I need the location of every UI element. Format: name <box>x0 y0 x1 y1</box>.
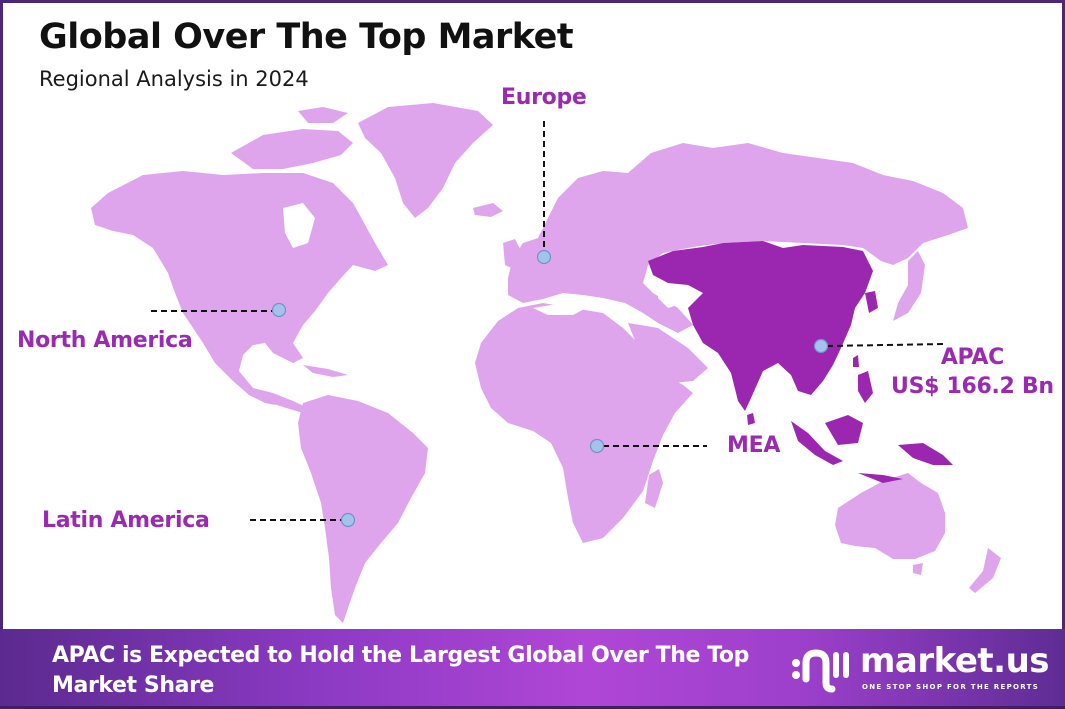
greenland-shape <box>358 103 493 218</box>
mea-label: MEA <box>727 433 781 458</box>
page-subtitle: Regional Analysis in 2024 <box>39 67 309 91</box>
apac-market-value: US$ 166.2 Bn <box>891 374 1054 399</box>
north-america-marker[interactable] <box>271 302 287 318</box>
apac-highlight <box>648 241 953 483</box>
leader-lines <box>151 121 946 521</box>
europe-marker[interactable] <box>536 249 552 265</box>
land-regions <box>91 103 1001 623</box>
europe-label: Europe <box>501 85 587 110</box>
south-america-shape <box>298 395 428 623</box>
logo-tagline: ONE STOP SHOP FOR THE REPORTS <box>862 683 1040 691</box>
banner-headline: APAC is Expected to Hold the Largest Glo… <box>52 643 749 698</box>
world-map <box>91 103 1001 623</box>
logo-wordmark: market.us <box>860 641 1050 681</box>
north-america-label: North America <box>17 328 193 353</box>
apac-region-name: APAC <box>940 345 1004 370</box>
apac-label: APAC US$ 166.2 Bn <box>891 343 1054 401</box>
eurasia-shape <box>508 143 968 333</box>
mea-marker[interactable] <box>589 438 605 454</box>
market-us-logo[interactable]: market.us ONE STOP SHOP FOR THE REPORTS <box>790 641 1050 695</box>
footer-banner: APAC is Expected to Hold the Largest Glo… <box>0 629 1065 709</box>
asia-highlight-shape <box>648 241 873 411</box>
africa-shape <box>475 303 693 543</box>
page-title: Global Over The Top Market <box>39 17 574 57</box>
region-markers <box>271 249 829 528</box>
arctic-islands-shape <box>231 129 353 169</box>
latin-america-label: Latin America <box>42 508 210 533</box>
north-america-shape <box>91 171 388 405</box>
latin-america-marker[interactable] <box>340 512 356 528</box>
market-us-logo-icon <box>792 649 849 693</box>
apac-marker[interactable] <box>813 338 829 354</box>
australia-shape <box>835 473 945 559</box>
